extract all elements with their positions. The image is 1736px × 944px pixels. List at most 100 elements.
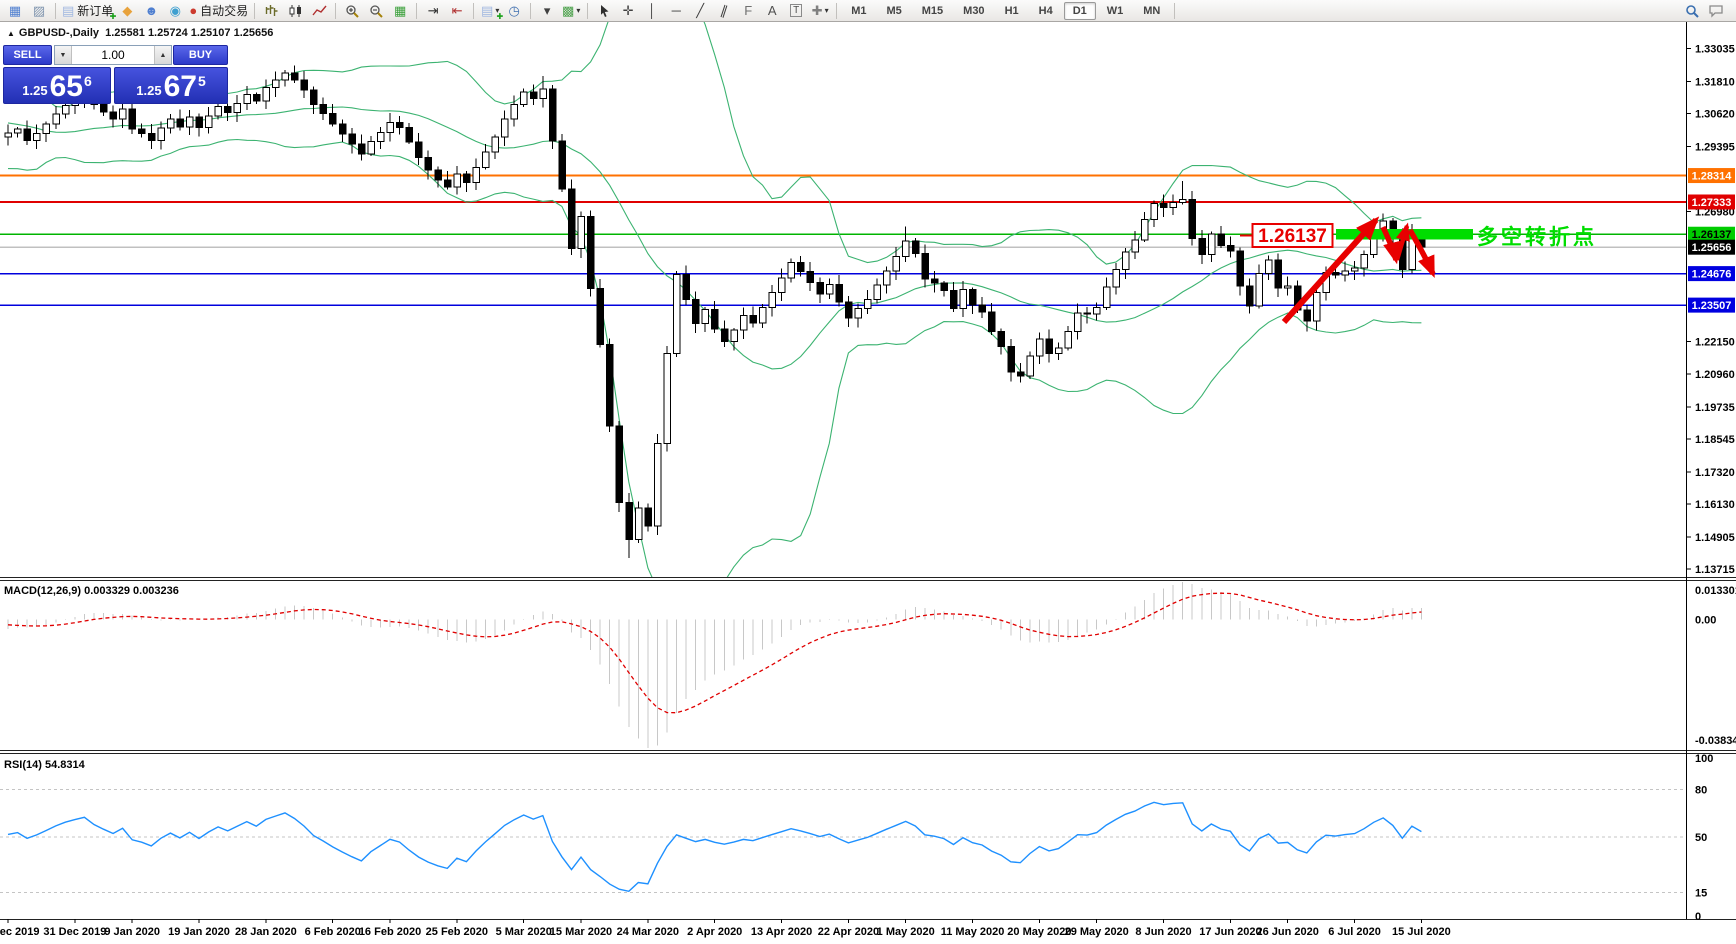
tile-windows-button[interactable]: ▦ xyxy=(388,2,412,20)
search-button[interactable] xyxy=(1680,2,1704,20)
auto-trading-button[interactable]: ● 自动交易 xyxy=(187,2,250,20)
chat-button[interactable] xyxy=(1704,2,1728,20)
dropdown-caret-icon: ▾ xyxy=(495,6,500,15)
cursor-button[interactable] xyxy=(592,2,616,20)
community-button[interactable]: ☻ xyxy=(139,2,163,20)
buy-button[interactable]: BUY xyxy=(173,45,228,65)
candle-bullish xyxy=(1351,267,1359,272)
charts-menu-caret[interactable]: ▾ xyxy=(535,2,559,20)
candle-bullish xyxy=(1207,233,1216,256)
pane-separators[interactable] xyxy=(0,22,1736,920)
zoom-in-icon xyxy=(345,4,360,18)
text-label-button[interactable]: T xyxy=(784,2,808,20)
trendline-button[interactable]: ╱ xyxy=(688,2,712,20)
down-arrow-annotation-2[interactable] xyxy=(1407,228,1436,279)
macd-signal-line xyxy=(7,592,1422,714)
new-order-button[interactable]: ▤ ✚ 新订单 xyxy=(60,2,116,20)
horizontal-line-button[interactable]: ─ xyxy=(664,2,688,20)
candle-bearish xyxy=(310,89,318,105)
candle-bearish xyxy=(596,288,605,345)
channel-button[interactable]: ∥ xyxy=(712,2,736,20)
candle-bearish xyxy=(224,105,232,114)
chart-shift-icon: ⇤ xyxy=(451,3,463,18)
candle-bearish xyxy=(835,283,843,303)
chart-canvas[interactable]: 1.26137 多空转折点 MACD(12,26,9) 0.003329 0.003… xyxy=(0,22,1736,944)
candle-bearish xyxy=(949,289,958,310)
annotations[interactable]: 1.26137 多空转折点 xyxy=(1240,216,1597,325)
timeframe-button-m30[interactable]: M30 xyxy=(963,4,985,17)
rsi-line xyxy=(7,801,1422,893)
main-price-pane: 1.26137 多空转折点 xyxy=(0,22,1686,577)
chart-window-button[interactable]: ▦ xyxy=(3,2,27,20)
buy-price-panel[interactable]: 1.25 67 5 xyxy=(114,67,228,104)
candle-bearish xyxy=(319,103,328,114)
candle-bearish xyxy=(195,116,203,128)
toolbar-separator xyxy=(55,2,56,19)
candle-bearish xyxy=(1246,285,1254,307)
chart-area[interactable]: 1.26137 多空转折点 MACD(12,26,9) 0.003329 0.003… xyxy=(0,22,1736,944)
date-tick-label: 24 Mar 2020 xyxy=(617,926,679,938)
up-arrow-annotation[interactable] xyxy=(1281,216,1380,325)
price-badge-label: 1.24676 xyxy=(1692,269,1732,281)
rsi-axis-label: 0 xyxy=(1695,911,1701,923)
crosshair-button[interactable]: ✛ xyxy=(616,2,640,20)
price-tick-label: 1.20960 xyxy=(1695,369,1735,381)
candle-bearish xyxy=(357,143,366,155)
collapse-marker-icon[interactable]: ▲ xyxy=(7,29,15,38)
candlestick-chart-button[interactable] xyxy=(283,2,307,20)
price-badge-label: 1.28314 xyxy=(1692,171,1733,183)
candle-bullish xyxy=(271,79,280,89)
timeframe-button-mn[interactable]: MN xyxy=(1143,4,1161,17)
arrows-icon: ✚ xyxy=(811,3,823,18)
timeframe-button-m5[interactable]: M5 xyxy=(886,4,902,17)
toolbar-separator xyxy=(836,2,838,19)
candle-bearish xyxy=(462,173,471,184)
zoom-out-button[interactable] xyxy=(364,2,388,20)
up-arrow-annotation-2[interactable] xyxy=(1394,222,1410,261)
arrows-button[interactable]: ✚ ▾ xyxy=(808,2,832,20)
chart-shift-button[interactable]: ⇤ xyxy=(445,2,469,20)
volume-input[interactable] xyxy=(72,46,154,64)
sell-button[interactable]: SELL xyxy=(3,45,52,65)
price-tick-label: 1.31810 xyxy=(1695,76,1735,88)
timeframe-button-w1[interactable]: W1 xyxy=(1106,4,1124,17)
timeframe-button-h4[interactable]: H4 xyxy=(1038,4,1053,17)
indicators-template-button[interactable]: ▩ ▾ xyxy=(559,2,583,20)
price-tick-label: 1.26980 xyxy=(1695,207,1735,219)
vertical-line-button[interactable]: │ xyxy=(640,2,664,20)
period-button[interactable]: ◷ xyxy=(502,2,526,20)
history-center-button[interactable]: ◆ xyxy=(115,2,139,20)
bar-chart-button[interactable] xyxy=(259,2,283,20)
candle-bearish xyxy=(252,94,261,102)
candle-bullish xyxy=(739,315,748,331)
zoom-in-button[interactable] xyxy=(340,2,364,20)
text-button[interactable]: A xyxy=(760,2,784,20)
buy-price-pips: 67 xyxy=(163,70,197,103)
date-tick-label: 15 Jul 2020 xyxy=(1392,926,1451,938)
rsi-axis-label: 80 xyxy=(1695,785,1707,797)
new-chart-button[interactable]: ▤ ✚ ▾ xyxy=(478,2,503,20)
timeframe-button-d1[interactable]: D1 xyxy=(1063,1,1096,20)
candle-bullish xyxy=(701,308,710,325)
profiles-button[interactable]: ▨ xyxy=(27,2,51,20)
candle-bearish xyxy=(806,271,815,283)
line-chart-button[interactable] xyxy=(307,2,331,20)
date-tick-label: 26 Jun 2020 xyxy=(1257,926,1319,938)
volume-increase-button[interactable]: ▲ xyxy=(154,46,171,64)
timeframe-button-m15[interactable]: M15 xyxy=(921,4,944,17)
candle-bearish xyxy=(558,140,566,190)
price-callout-box[interactable] xyxy=(1251,223,1334,248)
chart-window-icon: ▦ xyxy=(8,3,22,18)
level-lines[interactable] xyxy=(0,174,1686,306)
timeframe-button-h1[interactable]: H1 xyxy=(1004,4,1019,17)
fibonacci-button[interactable]: F xyxy=(736,2,760,20)
sell-price-panel[interactable]: 1.25 65 6 xyxy=(3,67,111,104)
pivot-point-label: 多空转折点 xyxy=(1477,225,1597,249)
signals-button[interactable]: ◉ xyxy=(163,2,187,20)
candle-bullish xyxy=(1360,254,1369,269)
volume-decrease-button[interactable]: ▼ xyxy=(55,46,72,64)
candle-bullish xyxy=(453,173,461,188)
timeframe-button-m1[interactable]: M1 xyxy=(851,4,867,17)
auto-scroll-button[interactable]: ⇥ xyxy=(421,2,445,20)
candle-bearish xyxy=(606,343,614,427)
